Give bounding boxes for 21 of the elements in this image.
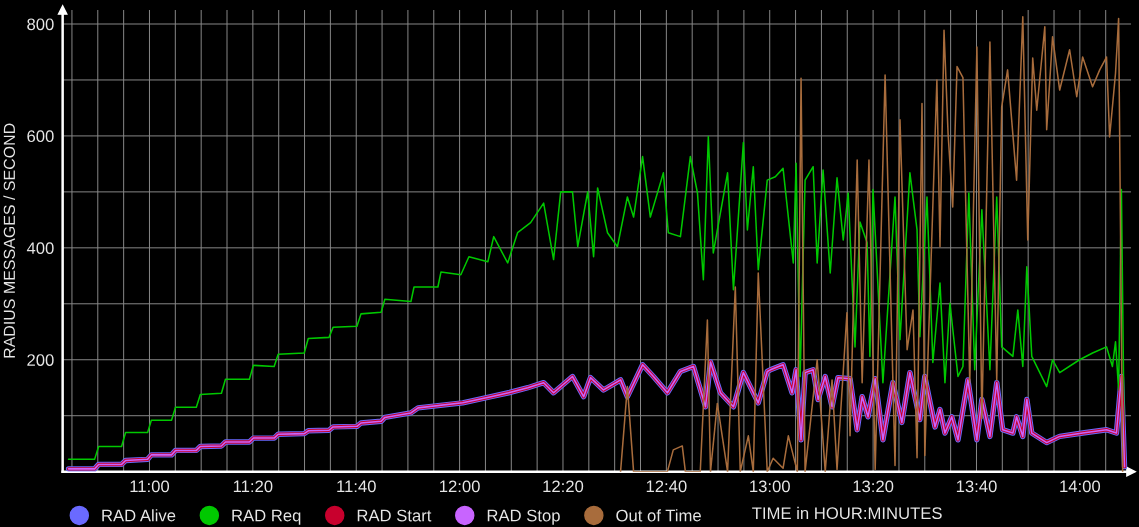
legend-label: RAD Start <box>357 509 432 522</box>
x-tick-label: 12:00 <box>440 480 480 493</box>
y-tick-label: 400 <box>26 242 54 255</box>
legend-label: RAD Stop <box>487 509 560 525</box>
x-tick-label: 11:00 <box>130 480 170 493</box>
x-tick-label: 14:00 <box>1060 480 1101 493</box>
x-tick-label: 12:20 <box>543 480 584 493</box>
x-tick-label: 11:40 <box>337 480 376 493</box>
y-tick-label: 200 <box>27 354 54 366</box>
y-tick-label: 800 <box>27 18 54 31</box>
x-axis-title: TIME in HOUR:MINUTES <box>752 506 942 520</box>
legend-label: RAD Req <box>232 509 301 525</box>
x-tick-label: 13:00 <box>750 480 790 493</box>
x-tick-label: 12:40 <box>646 480 687 493</box>
x-tick-label: 11:20 <box>233 480 273 493</box>
x-tick-label: 13:40 <box>956 480 997 493</box>
y-axis-title: RADIUS MESSAGES / SECOND <box>3 123 16 358</box>
legend-label: Out of Time <box>616 509 701 522</box>
x-tick-label: 13:20 <box>853 480 894 493</box>
legend-label: RAD Alive <box>102 509 176 522</box>
y-tick-label: 600 <box>27 130 54 143</box>
